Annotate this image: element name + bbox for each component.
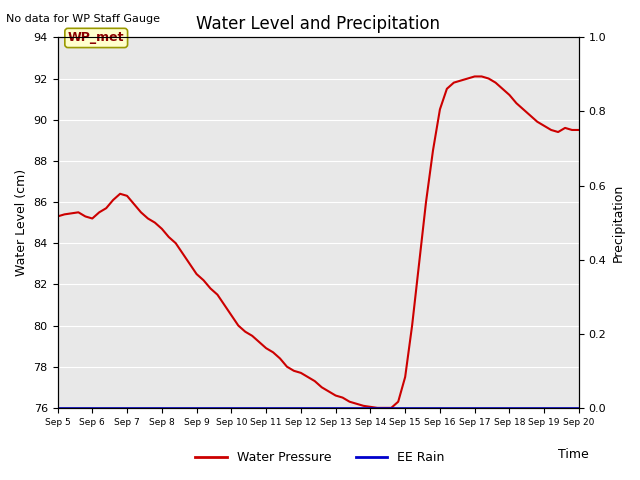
Text: No data for WP Staff Gauge: No data for WP Staff Gauge (6, 14, 161, 24)
Legend: Water Pressure, EE Rain: Water Pressure, EE Rain (190, 446, 450, 469)
Y-axis label: Precipitation: Precipitation (612, 183, 625, 262)
Water Pressure (325, 388, 333, 394)
Text: WP_met: WP_met (68, 32, 124, 45)
EE Rain (401, 405, 409, 411)
EE Rain (471, 405, 479, 411)
EE Rain (575, 405, 583, 411)
Water Pressure (575, 127, 583, 133)
Water Pressure (394, 399, 402, 405)
Water Pressure (234, 323, 242, 328)
Text: Time: Time (558, 448, 589, 461)
Y-axis label: Water Level (cm): Water Level (cm) (15, 169, 28, 276)
Water Pressure (374, 405, 381, 411)
EE Rain (234, 405, 242, 411)
Title: Water Level and Precipitation: Water Level and Precipitation (196, 15, 440, 33)
EE Rain (54, 405, 61, 411)
EE Rain (102, 405, 110, 411)
EE Rain (387, 405, 395, 411)
EE Rain (325, 405, 333, 411)
Line: Water Pressure: Water Pressure (58, 76, 579, 408)
Water Pressure (408, 323, 416, 328)
Water Pressure (102, 205, 110, 211)
Water Pressure (54, 214, 61, 219)
Water Pressure (471, 73, 479, 79)
Water Pressure (484, 76, 492, 82)
